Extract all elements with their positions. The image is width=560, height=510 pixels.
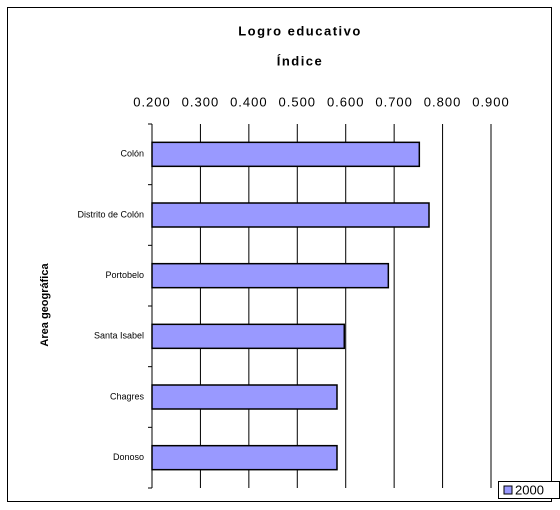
x-tick-label: 0.600 <box>327 94 365 109</box>
bar <box>151 262 390 289</box>
bar <box>151 323 346 350</box>
y-tick-label: Santa Isabel <box>94 331 144 341</box>
x-axis-title: Índice <box>277 53 324 68</box>
y-tick-label: Chagres <box>110 391 145 401</box>
y-tick-label: Donoso <box>113 452 144 462</box>
x-tick-label: 0.900 <box>472 94 510 109</box>
y-tick-label: Distrito de Colón <box>77 209 144 219</box>
x-tick-label: 0.700 <box>375 94 413 109</box>
bar <box>151 202 430 228</box>
y-axis-title: Area geográfica <box>39 263 51 347</box>
chart-title: Logro educativo <box>238 23 362 38</box>
x-tick-label: 0.800 <box>424 94 462 109</box>
x-tick-label: 0.200 <box>133 94 171 109</box>
bar <box>151 384 338 410</box>
legend-label: 2000 <box>515 482 544 497</box>
bar <box>151 141 421 168</box>
y-tick-label: Colón <box>120 149 144 159</box>
x-tick-label: 0.300 <box>182 94 220 109</box>
x-tick-label: 0.400 <box>230 94 268 109</box>
x-tick-label: 0.500 <box>279 94 317 109</box>
bar <box>151 444 338 471</box>
y-tick-label: Portobelo <box>105 270 144 280</box>
legend-swatch <box>503 485 513 495</box>
chart-frame <box>7 7 552 502</box>
